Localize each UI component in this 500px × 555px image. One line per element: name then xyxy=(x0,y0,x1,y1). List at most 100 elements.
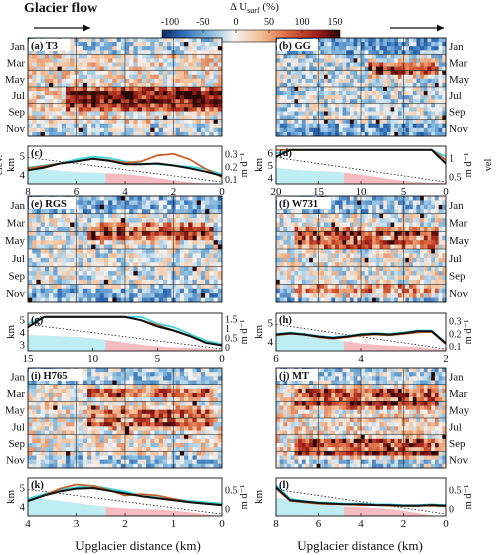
heatmap-cell xyxy=(99,123,105,129)
heatmap-cell xyxy=(290,123,295,129)
heatmap-cell xyxy=(184,115,189,121)
heatmap-cell xyxy=(175,275,181,281)
heatmap-cell xyxy=(91,209,96,215)
heatmap-cell xyxy=(427,226,432,232)
heatmap-cell xyxy=(125,62,130,67)
heatmap-cell xyxy=(125,226,130,232)
heatmap-cell xyxy=(217,293,223,298)
heatmap-cell xyxy=(309,249,314,254)
heatmap-cell xyxy=(405,115,410,121)
heatmap-cell xyxy=(179,372,185,377)
heatmap-cell xyxy=(167,70,172,76)
heatmap-cell xyxy=(36,262,42,268)
heatmap-cell xyxy=(375,297,380,303)
heatmap-cell xyxy=(32,78,37,84)
heatmap-cell xyxy=(36,131,42,137)
heatmap-cell xyxy=(129,91,134,96)
heatmap-cell xyxy=(335,87,340,92)
heatmap-cell xyxy=(108,131,113,137)
heatmap-cell xyxy=(116,218,122,223)
heatmap-cell xyxy=(175,204,181,210)
heatmap-cell xyxy=(78,209,84,215)
heatmap-cell xyxy=(434,95,440,100)
heatmap-cell xyxy=(125,78,130,84)
heatmap-cell xyxy=(375,266,380,272)
heatmap-cell xyxy=(420,123,425,129)
heatmap-cell xyxy=(49,257,54,263)
heatmap-cell xyxy=(61,127,67,133)
heatmap-cell xyxy=(133,222,139,228)
heatmap-cell xyxy=(335,297,340,303)
heatmap-cell xyxy=(442,275,447,281)
heatmap-cell xyxy=(99,368,105,373)
heatmap-cell xyxy=(346,107,351,112)
heatmap-cell xyxy=(129,103,134,108)
heatmap-cell xyxy=(40,62,46,67)
heatmap-cell xyxy=(108,95,113,100)
heatmap-cell xyxy=(294,103,299,108)
heatmap-cell xyxy=(44,58,50,63)
heatmap-cell xyxy=(116,244,122,250)
heatmap-cell xyxy=(108,70,113,76)
heatmap-cell xyxy=(116,204,122,210)
heatmap-cell xyxy=(427,293,432,298)
heatmap-cell xyxy=(283,131,288,137)
heatmap-cell xyxy=(61,249,67,254)
heatmap-cell xyxy=(438,271,443,276)
heatmap-cell xyxy=(312,131,318,137)
heatmap-cell xyxy=(167,297,172,303)
heatmap-cell xyxy=(442,50,447,55)
series-line-black xyxy=(275,330,447,345)
heatmap-cell xyxy=(129,213,134,219)
heatmap-cell xyxy=(40,209,46,215)
heatmap-cell xyxy=(431,66,436,72)
heatmap-cell xyxy=(200,70,206,76)
heatmap-cell xyxy=(188,218,193,223)
heatmap-cell xyxy=(28,218,33,223)
heatmap-cell xyxy=(53,218,58,223)
heatmap-cell xyxy=(405,58,410,63)
heatmap-cell xyxy=(331,54,336,59)
heatmap-cell xyxy=(112,284,117,290)
heatmap-cell xyxy=(120,66,126,72)
heatmap-cell xyxy=(338,240,343,245)
heatmap-cell xyxy=(36,293,42,298)
heatmap-cell xyxy=(213,376,219,381)
heatmap-cell xyxy=(196,58,202,63)
heatmap-cell xyxy=(61,397,67,402)
heatmap-cell xyxy=(338,249,343,254)
heatmap-cell xyxy=(420,297,425,303)
heatmap-cell xyxy=(57,111,63,116)
heatmap-cell xyxy=(192,46,198,51)
heatmap-cell xyxy=(438,87,443,92)
heatmap-cell xyxy=(283,111,288,116)
heatmap-cell xyxy=(276,253,281,259)
heatmap-cell xyxy=(112,78,117,84)
heatmap-cell xyxy=(150,42,155,47)
colorbar: -100 -50 0 50 100 150 Δ Usurf (%) xyxy=(161,1,343,43)
heatmap-cell xyxy=(397,249,403,254)
heatmap-cell xyxy=(364,82,369,88)
heatmap-cell xyxy=(129,218,134,223)
heatmap-cell xyxy=(397,275,403,281)
heatmap-cell xyxy=(133,266,139,272)
flow-arrow-left xyxy=(34,24,90,32)
heatmap-cell xyxy=(338,115,343,121)
heatmap-cell xyxy=(125,271,130,276)
heatmap-cell xyxy=(434,293,440,298)
heatmap-cell xyxy=(162,218,168,223)
heatmap-cell xyxy=(116,279,122,285)
heatmap-cell xyxy=(386,95,391,100)
heatmap-cell xyxy=(412,123,417,129)
heatmap-cell xyxy=(125,244,130,250)
heatmap-cell xyxy=(379,218,384,223)
heatmap-cell xyxy=(133,54,139,59)
heatmap-cell xyxy=(412,200,417,206)
heatmap-cell xyxy=(217,42,223,47)
heatmap-cell xyxy=(442,209,447,215)
heatmap-cell xyxy=(179,99,185,104)
heatmap-cell xyxy=(196,200,202,206)
heatmap-cell xyxy=(184,70,189,76)
heatmap-cell xyxy=(32,123,37,129)
